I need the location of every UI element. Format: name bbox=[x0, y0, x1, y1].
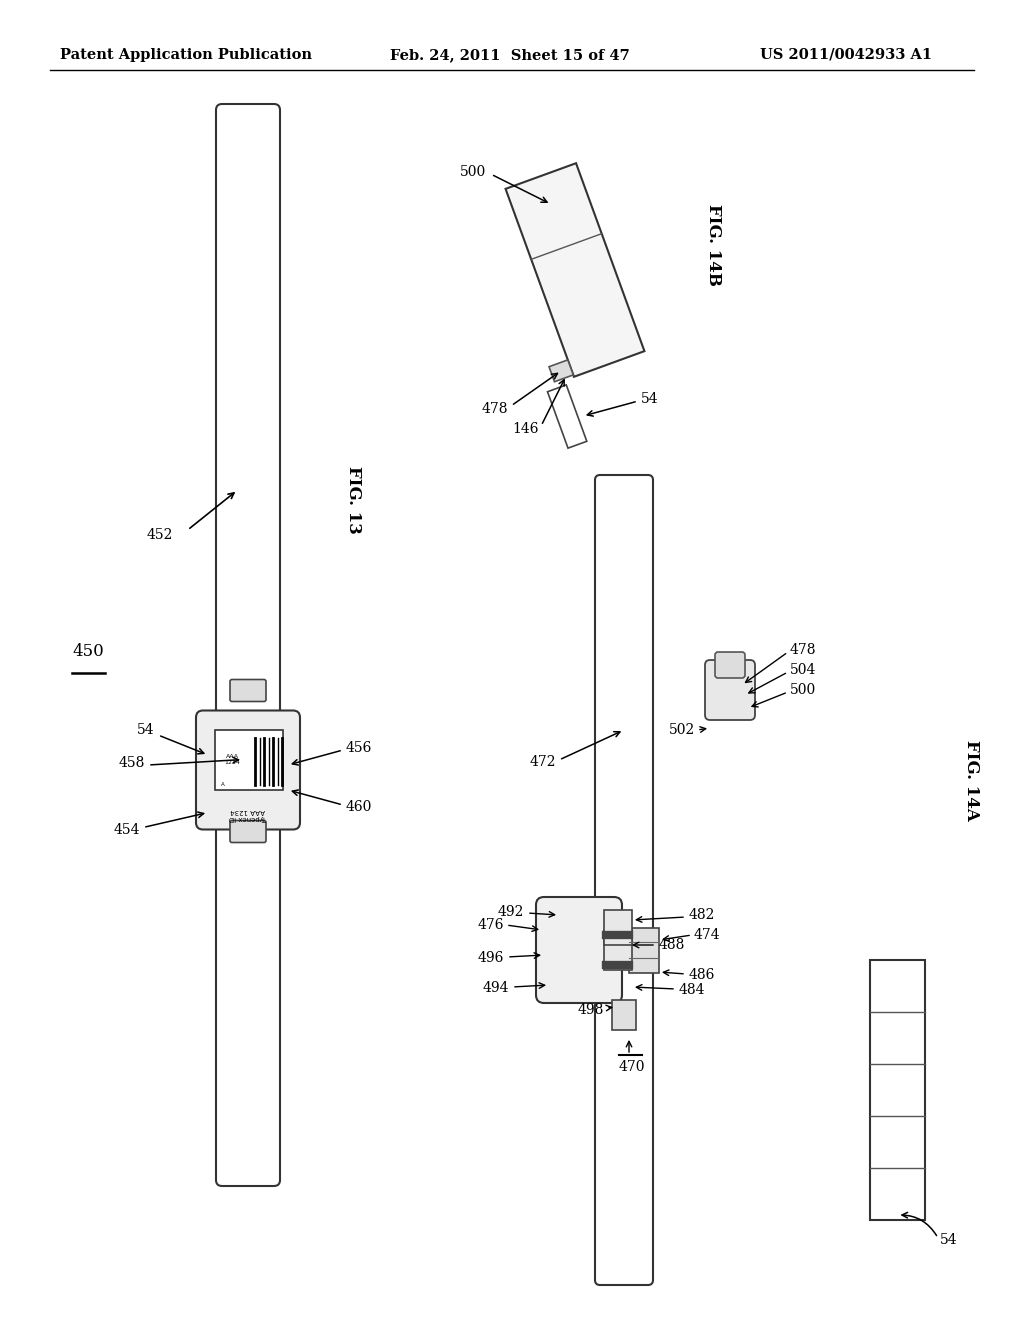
Text: AAA
1234: AAA 1234 bbox=[224, 754, 240, 764]
Text: 472: 472 bbox=[529, 755, 556, 770]
Text: 456: 456 bbox=[346, 741, 373, 755]
Text: Patent Application Publication: Patent Application Publication bbox=[60, 48, 312, 62]
Text: 54: 54 bbox=[940, 1233, 957, 1247]
Text: FIG. 14B: FIG. 14B bbox=[705, 205, 722, 286]
Text: 498: 498 bbox=[578, 1003, 604, 1016]
FancyBboxPatch shape bbox=[230, 821, 266, 842]
Text: 460: 460 bbox=[346, 800, 373, 814]
Text: 504: 504 bbox=[790, 663, 816, 677]
Text: US 2011/0042933 A1: US 2011/0042933 A1 bbox=[760, 48, 932, 62]
Text: 488: 488 bbox=[659, 939, 685, 952]
FancyBboxPatch shape bbox=[216, 104, 280, 1185]
Bar bbox=[612, 1001, 636, 1030]
Text: 496: 496 bbox=[477, 950, 504, 965]
FancyBboxPatch shape bbox=[230, 680, 266, 701]
Text: 474: 474 bbox=[694, 928, 721, 942]
Bar bbox=[604, 931, 632, 970]
Text: FIG. 13: FIG. 13 bbox=[345, 466, 362, 533]
FancyBboxPatch shape bbox=[705, 660, 755, 719]
FancyBboxPatch shape bbox=[196, 710, 300, 829]
Text: A: A bbox=[221, 783, 225, 788]
Text: 494: 494 bbox=[482, 981, 509, 995]
FancyBboxPatch shape bbox=[536, 898, 622, 1003]
Text: 476: 476 bbox=[477, 917, 504, 932]
Bar bbox=[215, 730, 283, 789]
Text: FIG. 14A: FIG. 14A bbox=[963, 739, 980, 820]
Text: 502: 502 bbox=[669, 723, 695, 737]
Text: 146: 146 bbox=[513, 422, 540, 436]
Text: 500: 500 bbox=[790, 682, 816, 697]
Polygon shape bbox=[548, 385, 587, 447]
Text: 458: 458 bbox=[119, 756, 145, 770]
Bar bbox=[870, 960, 925, 1220]
Text: 486: 486 bbox=[689, 968, 716, 982]
Polygon shape bbox=[506, 164, 644, 376]
Text: 452: 452 bbox=[146, 528, 173, 543]
Text: 478: 478 bbox=[790, 643, 816, 657]
Text: 54: 54 bbox=[641, 392, 658, 407]
FancyBboxPatch shape bbox=[715, 652, 745, 678]
Bar bbox=[604, 909, 632, 945]
Text: 482: 482 bbox=[689, 908, 716, 921]
Text: 470: 470 bbox=[618, 1060, 645, 1074]
Text: 484: 484 bbox=[679, 983, 706, 997]
Text: 478: 478 bbox=[481, 401, 508, 416]
Text: 54: 54 bbox=[137, 723, 155, 737]
Bar bbox=[629, 928, 659, 973]
Text: Typenex ID
AAA 1234: Typenex ID AAA 1234 bbox=[229, 808, 267, 821]
FancyBboxPatch shape bbox=[595, 475, 653, 1284]
Polygon shape bbox=[549, 360, 573, 381]
Text: 454: 454 bbox=[114, 822, 140, 837]
Text: 492: 492 bbox=[498, 906, 524, 919]
Text: 450: 450 bbox=[72, 643, 103, 660]
Text: Feb. 24, 2011  Sheet 15 of 47: Feb. 24, 2011 Sheet 15 of 47 bbox=[390, 48, 630, 62]
Text: 500: 500 bbox=[460, 165, 486, 180]
